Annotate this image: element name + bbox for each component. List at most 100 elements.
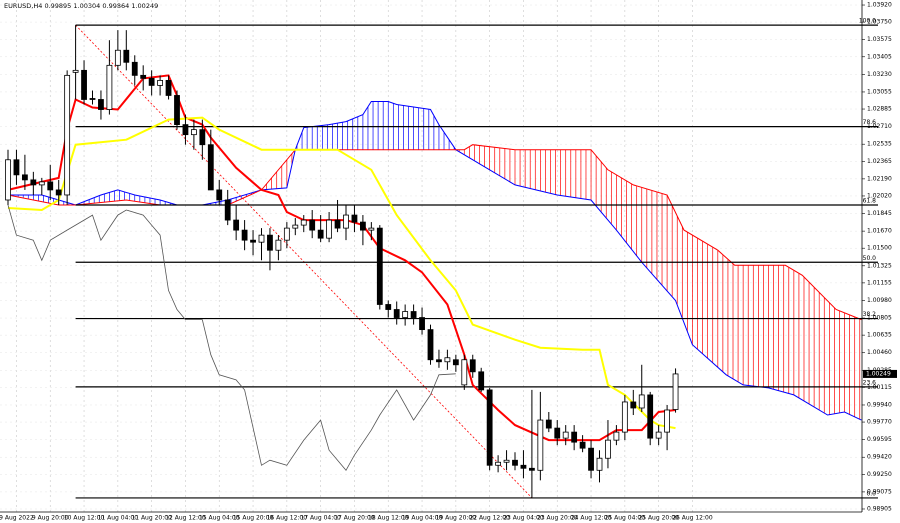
low-value: 0.99864: [102, 2, 129, 10]
candle-body: [207, 144, 214, 191]
candle-body: [64, 74, 71, 196]
y-tick-label: 0.99420: [867, 454, 892, 461]
candle-body: [495, 461, 502, 466]
candle-body: [38, 181, 45, 186]
candle-body: [123, 49, 130, 63]
indicator-line: [7, 74, 676, 442]
candle-body: [89, 98, 96, 100]
x-tick-label: 9 Aug 20:00: [32, 515, 69, 522]
y-tick-label: 1.03230: [867, 71, 892, 78]
candle-body: [554, 427, 561, 439]
y-tick-label: 1.02365: [867, 158, 892, 165]
y-tick-label: 1.02020: [867, 192, 892, 199]
x-tick-label: 22 Aug 12:00: [469, 515, 510, 522]
candle-body: [664, 409, 670, 433]
candle-body: [267, 234, 273, 251]
candle-body: [410, 311, 417, 318]
candle-body: [672, 373, 679, 410]
y-tick-label: 0.98905: [867, 505, 892, 512]
candle-body: [376, 227, 383, 305]
y-tick-label: 1.02535: [867, 141, 892, 148]
candle-body: [326, 219, 333, 239]
candle-body: [452, 359, 459, 366]
candle-body: [647, 394, 654, 439]
candle-body: [182, 124, 189, 136]
candle-body: [621, 401, 628, 433]
candle-body: [258, 234, 265, 243]
candle-body: [562, 431, 569, 439]
candle-body: [630, 401, 637, 409]
symbol: EURUSD,H4: [4, 2, 42, 10]
price-label: 1.00249: [866, 370, 891, 377]
fib-label: 78.6: [863, 119, 877, 126]
candle-body: [21, 174, 28, 181]
x-tick-label: 23 Aug 04:00: [503, 515, 544, 522]
y-tick-label: 0.99250: [867, 471, 892, 478]
candle-body: [157, 79, 164, 86]
indicator-line: [7, 204, 456, 472]
candle-body: [385, 304, 392, 310]
x-tick-label: 18 Aug 12:00: [368, 515, 409, 522]
y-tick-label: 1.03750: [867, 19, 892, 26]
x-tick-label: 25 Aug 20:00: [638, 515, 679, 522]
x-tick-label: 16 Aug 12:00: [267, 515, 308, 522]
candle-body: [131, 61, 138, 76]
candle-body: [545, 419, 552, 429]
y-tick-label: 1.00460: [867, 349, 892, 356]
candle-body: [469, 359, 476, 373]
x-tick-label: 11 Aug 04:00: [98, 515, 139, 522]
y-tick-label: 1.01500: [867, 245, 892, 252]
candle-body: [512, 459, 518, 466]
candle-body: [596, 457, 603, 471]
candle-body: [427, 329, 434, 361]
y-tick-label: 1.02885: [867, 106, 892, 113]
candle-body: [444, 357, 451, 363]
span-a-line: [8, 101, 862, 421]
x-tick-label: 23 Aug 20:00: [537, 515, 578, 522]
high-value: 1.00304: [73, 2, 100, 10]
fib-label: 23.6: [863, 379, 877, 386]
candle-body: [579, 441, 586, 449]
candle-body: [292, 224, 299, 229]
candle-body: [613, 431, 620, 441]
candle-body: [275, 239, 282, 251]
y-tick-label: 1.02190: [867, 175, 892, 182]
candle-body: [638, 394, 645, 409]
open-value: 0.99895: [44, 2, 71, 10]
candle-body: [224, 199, 231, 221]
x-tick-label: 11 Aug 20:00: [131, 515, 172, 522]
y-tick-label: 1.01845: [867, 210, 892, 217]
candle-body: [199, 129, 206, 146]
candle-body: [114, 49, 121, 66]
candle-body: [588, 447, 594, 471]
fib-trend-line: [75, 24, 533, 499]
candle-body: [140, 74, 147, 79]
y-tick-label: 0.99940: [867, 401, 892, 408]
x-tick-label: 17 Aug 04:00: [300, 515, 341, 522]
candle-body: [503, 459, 510, 463]
close-value: 1.00249: [131, 2, 158, 10]
x-tick-label: 25 Aug 04:00: [605, 515, 646, 522]
candle-body: [98, 99, 104, 110]
y-tick-label: 1.03575: [867, 36, 892, 43]
candle-body: [47, 181, 54, 191]
y-tick-label: 1.00980: [867, 297, 892, 304]
candle-body: [174, 95, 180, 126]
fib-label: 50.0: [863, 255, 877, 262]
y-tick-label: 1.00115: [867, 384, 892, 391]
candle-body: [55, 189, 62, 196]
span-b-line: [7, 144, 862, 321]
y-tick-label: 1.03055: [867, 88, 892, 95]
candle-body: [106, 64, 113, 110]
candle-body: [402, 311, 409, 318]
candle-body: [13, 159, 20, 176]
x-tick-label: 15 Aug 20:00: [233, 515, 274, 522]
y-tick-label: 1.03405: [867, 53, 892, 60]
y-tick-label: 1.00805: [867, 315, 892, 322]
x-tick-label: 26 Aug 12:00: [672, 515, 713, 522]
candle-body: [81, 69, 87, 100]
candle-body: [393, 309, 400, 318]
candle-body: [605, 439, 611, 459]
candle-body: [486, 389, 493, 466]
